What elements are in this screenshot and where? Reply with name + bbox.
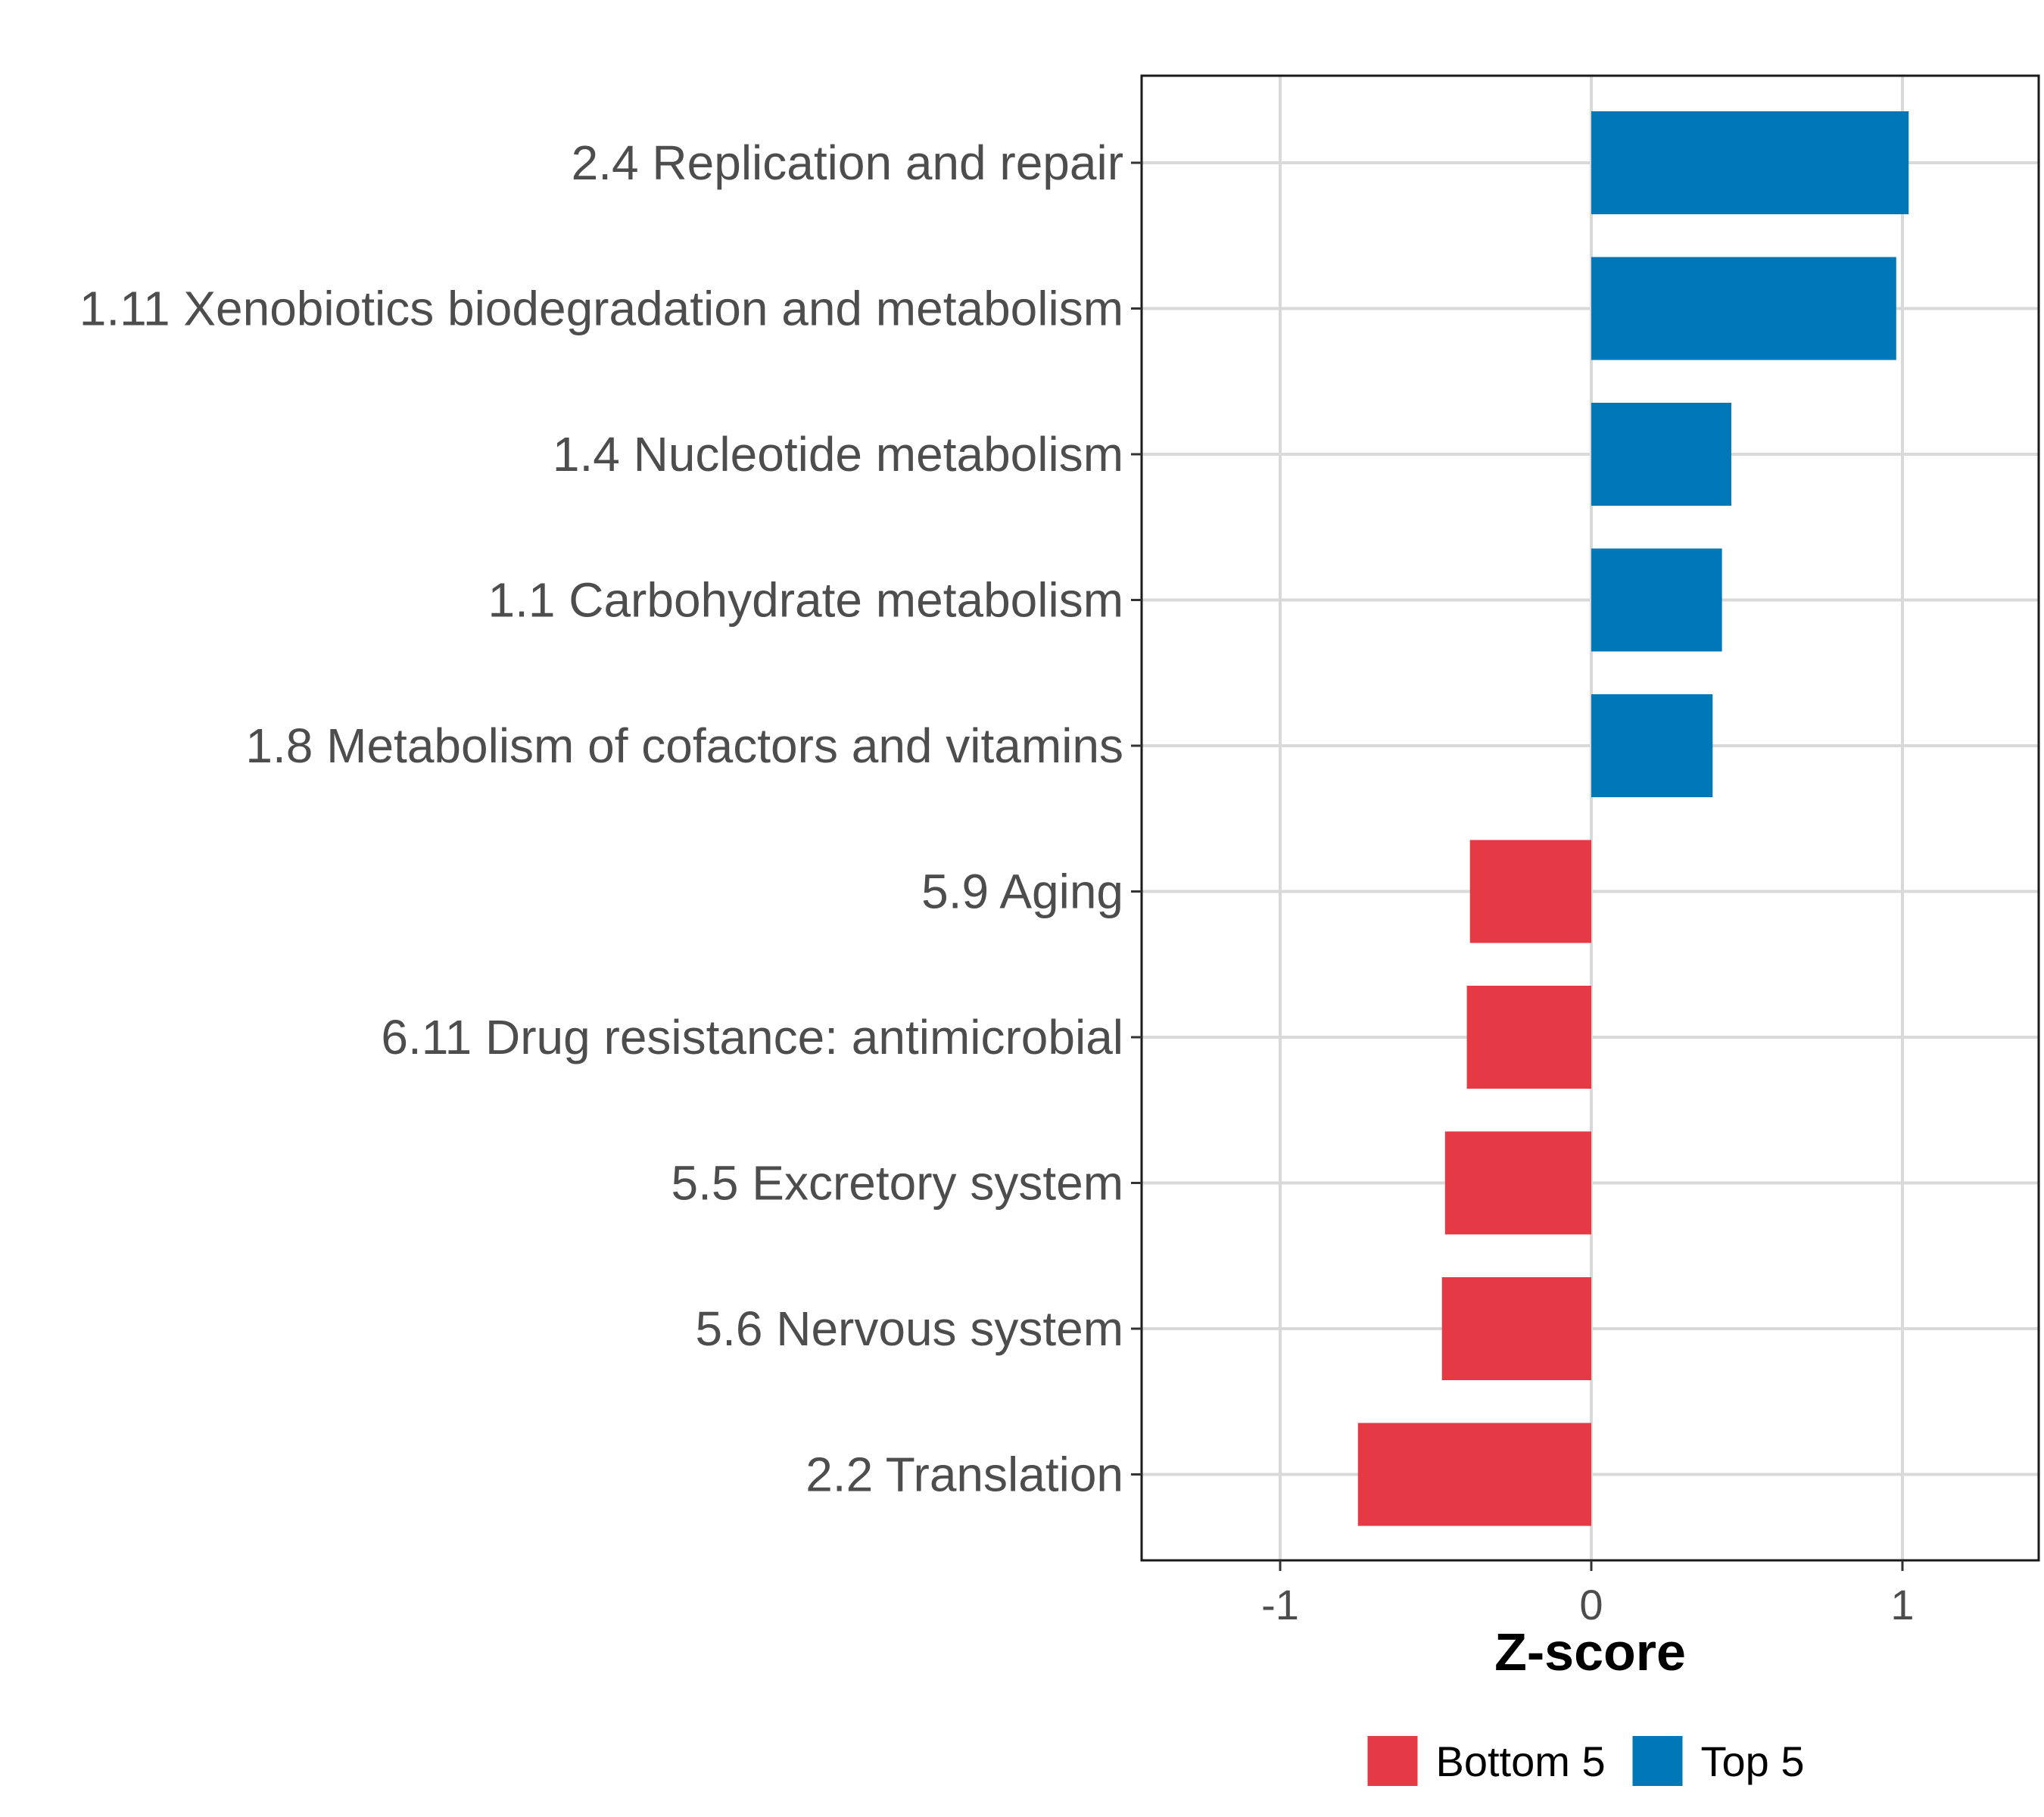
- y-axis-ticks: 2.4 Replication and repair 1.11 Xenobioti…: [79, 136, 1142, 1502]
- y-tick-label: 5.9 Aging: [921, 865, 1123, 919]
- y-tick-label: 2.4 Replication and repair: [572, 136, 1123, 190]
- bar: [1591, 694, 1713, 797]
- y-tick-label: 5.5 Excretory system: [671, 1156, 1124, 1211]
- bars: [1357, 111, 1909, 1526]
- legend-label: Bottom 5: [1436, 1738, 1606, 1785]
- legend-key: [1632, 1736, 1683, 1786]
- y-tick-label: 1.4 Nucleotide metabolism: [553, 427, 1123, 482]
- x-axis-title: Z-score: [1494, 1622, 1686, 1681]
- legend-key: [1367, 1736, 1418, 1786]
- bar: [1469, 840, 1591, 943]
- bar: [1591, 548, 1722, 652]
- y-tick-label: 6.11 Drug resistance: antimicrobial: [381, 1010, 1123, 1064]
- bar: [1591, 403, 1731, 506]
- legend-label: Top 5: [1701, 1738, 1805, 1785]
- bar: [1466, 986, 1591, 1089]
- bar: [1444, 1131, 1591, 1235]
- x-axis-ticks: -1 0 1: [1261, 1560, 1915, 1628]
- y-tick-label: 1.8 Metabolism of cofactors and vitamins: [245, 718, 1123, 773]
- y-tick-label: 1.1 Carbohydrate metabolism: [488, 573, 1123, 628]
- x-tick-label: -1: [1261, 1581, 1299, 1628]
- legend: Bottom 5 Top 5: [1367, 1736, 1805, 1786]
- y-tick-label: 1.11 Xenobiotics biodegradation and meta…: [79, 282, 1123, 336]
- bar: [1591, 111, 1909, 214]
- bar: [1357, 1423, 1591, 1526]
- bar: [1591, 257, 1896, 360]
- y-tick-label: 2.2 Translation: [805, 1448, 1123, 1502]
- bar: [1441, 1277, 1591, 1380]
- x-tick-label: 1: [1890, 1581, 1914, 1628]
- x-tick-label: 0: [1579, 1581, 1603, 1628]
- y-tick-label: 5.6 Nervous system: [695, 1301, 1123, 1356]
